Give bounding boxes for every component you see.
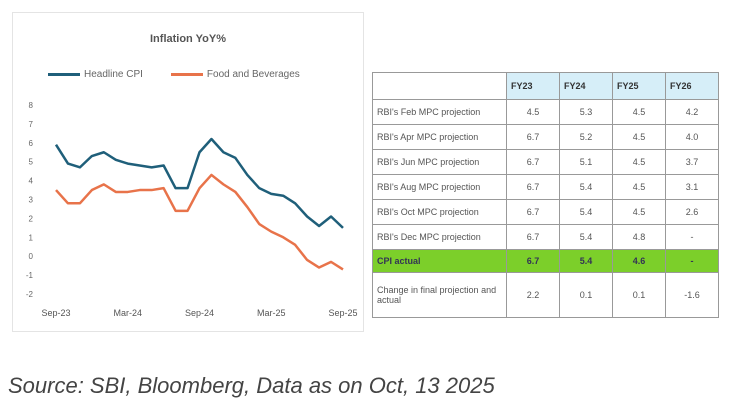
cell-value: 6.7 bbox=[506, 149, 560, 175]
cell-value: 4.5 bbox=[612, 199, 666, 225]
cell-value: 4.5 bbox=[612, 99, 666, 125]
cell-value: 4.5 bbox=[612, 174, 666, 200]
cell-value: 5.1 bbox=[559, 149, 613, 175]
cell-value: 0.1 bbox=[559, 272, 613, 318]
cell-value: 5.3 bbox=[559, 99, 613, 125]
row-label: RBI's Apr MPC projection bbox=[372, 124, 507, 150]
table-row: RBI's Oct MPC projection 6.7 5.4 4.5 2.6 bbox=[372, 199, 719, 225]
row-label: RBI's Oct MPC projection bbox=[372, 199, 507, 225]
legend-label: Food and Beverages bbox=[206, 69, 300, 80]
cell-value: 4.0 bbox=[665, 124, 719, 150]
plot-area: 8 7 6 5 4 3 2 1 0 -1 -2 Sep-23 Mar-24 Sep-24 Mar-25 Sep… bbox=[26, 101, 358, 318]
cell-value: 6.7 bbox=[506, 249, 560, 273]
cell-value: 4.8 bbox=[612, 224, 666, 250]
y-tick-label: 7 bbox=[29, 120, 34, 129]
cell-value: 3.1 bbox=[665, 174, 719, 200]
cell-value: -1.6 bbox=[665, 272, 719, 318]
table-row: RBI's Dec MPC projection 6.7 5.4 4.8- bbox=[372, 224, 719, 250]
source-note: Source: SBI, Bloomberg, Data as on Oct, … bbox=[8, 373, 495, 398]
y-tick-label: 0 bbox=[29, 252, 34, 261]
x-tick-label: Sep-23 bbox=[41, 308, 70, 318]
legend-food: Food and Beverages bbox=[170, 69, 300, 80]
table-header-row: FY23 FY24 FY25 FY26 bbox=[372, 72, 719, 100]
cell-value: 5.4 bbox=[559, 199, 613, 225]
y-tick-label: 8 bbox=[29, 101, 34, 110]
cell-value: 4.5 bbox=[506, 99, 560, 125]
table-row: RBI's Jun MPC projection 6.7 5.1 4.5 3.7 bbox=[372, 149, 719, 175]
series-line-1 bbox=[55, 173, 344, 271]
cell-value: 4.5 bbox=[612, 124, 666, 150]
y-tick-label: 5 bbox=[29, 158, 34, 167]
cell-value: 0.1 bbox=[612, 272, 666, 318]
y-tick-label: 3 bbox=[29, 196, 34, 205]
x-tick-label: Mar-24 bbox=[113, 308, 142, 318]
header-blank bbox=[372, 72, 507, 100]
x-tick-label: Sep-24 bbox=[185, 308, 214, 318]
table-row: RBI's Aug MPC projection 6.7 5.4 4.5 3.1 bbox=[372, 174, 719, 200]
y-tick-label: -1 bbox=[26, 271, 34, 280]
legend-label: Headline CPI bbox=[84, 69, 143, 80]
row-label: RBI's Dec MPC projection bbox=[372, 224, 507, 250]
header-fy24: FY24 bbox=[559, 72, 613, 100]
table-row: Change in final projection and actual 2.2… bbox=[372, 272, 719, 318]
cell-value: 5.4 bbox=[559, 224, 613, 250]
table-row: RBI's Apr MPC projection 6.7 5.2 4.5 4.0 bbox=[372, 124, 719, 150]
cell-value: 2.6 bbox=[665, 199, 719, 225]
cell-value: 4.2 bbox=[665, 99, 719, 125]
row-label: RBI's Aug MPC projection bbox=[372, 174, 507, 200]
projection-table: FY23 FY24 FY25 FY26 RBI's Feb MPC projec… bbox=[372, 72, 719, 318]
x-tick-label: Sep-25 bbox=[328, 308, 357, 318]
header-fy23: FY23 bbox=[506, 72, 560, 100]
table-row: RBI's Feb MPC projection 4.5 5.3 4.5 4.2 bbox=[372, 99, 719, 125]
cell-value: 6.7 bbox=[506, 224, 560, 250]
cell-value: 2.2 bbox=[506, 272, 560, 318]
legend-headline: Headline CPI bbox=[48, 69, 143, 80]
y-tick-label: 2 bbox=[29, 214, 34, 223]
cell-value: 3.7 bbox=[665, 149, 719, 175]
table-row: CPI actual 6.7 5.4 4.6- bbox=[372, 249, 719, 273]
cell-value: 5.2 bbox=[559, 124, 613, 150]
chart-legend: Headline CPI Food and Beverages bbox=[48, 69, 300, 80]
x-tick-label: Mar-25 bbox=[257, 308, 286, 318]
cell-value: - bbox=[665, 249, 719, 273]
cell-value: 6.7 bbox=[506, 199, 560, 225]
cell-value: 4.6 bbox=[612, 249, 666, 273]
cell-value: 4.5 bbox=[612, 149, 666, 175]
inflation-chart: Inflation YoY% Headline CPI Food and Bev… bbox=[12, 12, 364, 332]
y-tick-label: 4 bbox=[29, 177, 34, 186]
cell-value: 5.4 bbox=[559, 249, 613, 273]
cell-value: 5.4 bbox=[559, 174, 613, 200]
row-label: RBI's Feb MPC projection bbox=[372, 99, 507, 125]
row-label: Change in final projection and actual bbox=[372, 272, 507, 318]
cell-value: - bbox=[665, 224, 719, 250]
cell-value: 6.7 bbox=[506, 124, 560, 150]
chart-title: Inflation YoY% bbox=[150, 33, 226, 45]
row-label: RBI's Jun MPC projection bbox=[372, 149, 507, 175]
y-tick-label: -2 bbox=[26, 290, 34, 299]
cell-value: 6.7 bbox=[506, 174, 560, 200]
y-tick-label: 6 bbox=[29, 139, 34, 148]
row-label: CPI actual bbox=[372, 249, 507, 273]
header-fy26: FY26 bbox=[665, 72, 719, 100]
y-tick-label: 1 bbox=[29, 233, 34, 242]
header-fy25: FY25 bbox=[612, 72, 666, 100]
